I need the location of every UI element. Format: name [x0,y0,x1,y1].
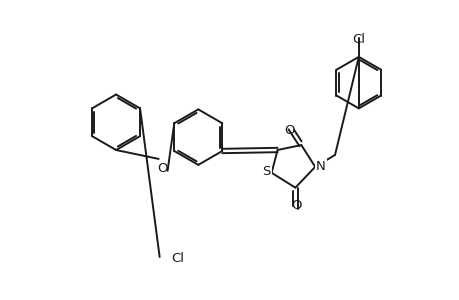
Text: Cl: Cl [352,33,364,46]
Text: S: S [262,165,270,178]
Text: Cl: Cl [171,253,184,266]
Text: O: O [157,162,168,175]
Text: O: O [291,200,301,212]
Text: N: N [315,160,325,173]
Text: O: O [284,124,294,137]
